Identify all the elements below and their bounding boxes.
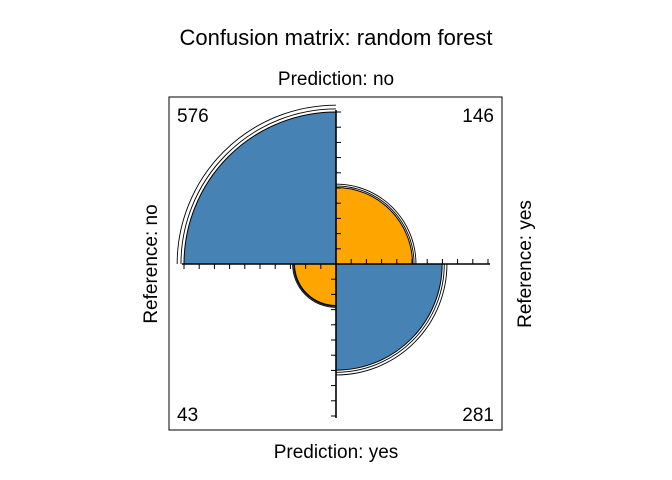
confidence-ring-top-left-1 xyxy=(180,108,337,265)
quadrant-wedge-bottom-right xyxy=(335,263,443,371)
count-label-bottom-left: 43 xyxy=(177,405,198,426)
confidence-ring-bottom-right-1 xyxy=(335,263,445,373)
confidence-ring-top-left-2 xyxy=(176,104,337,265)
plot-frame xyxy=(168,96,503,431)
top-label: Prediction: no xyxy=(278,69,394,90)
confidence-ring-top-right-2 xyxy=(335,183,417,265)
count-label-top-left: 576 xyxy=(177,106,209,127)
count-label-top-right: 146 xyxy=(462,106,494,127)
quadrant-wedge-top-right xyxy=(335,186,414,265)
confidence-ring-bottom-left-1 xyxy=(293,263,337,307)
left-label: Reference: no xyxy=(141,204,162,323)
confidence-ring-bottom-left-2 xyxy=(292,263,337,308)
count-label-bottom-right: 281 xyxy=(462,405,494,426)
confidence-ring-bottom-right-2 xyxy=(335,263,448,376)
quadrant-wedge-bottom-left xyxy=(293,263,337,307)
quadrant-wedge-top-left xyxy=(183,111,337,265)
confidence-ring-top-right-1 xyxy=(335,185,415,265)
right-label: Reference: yes xyxy=(515,200,536,328)
chart-title: Confusion matrix: random forest xyxy=(179,25,492,50)
bottom-label: Prediction: yes xyxy=(274,442,399,463)
